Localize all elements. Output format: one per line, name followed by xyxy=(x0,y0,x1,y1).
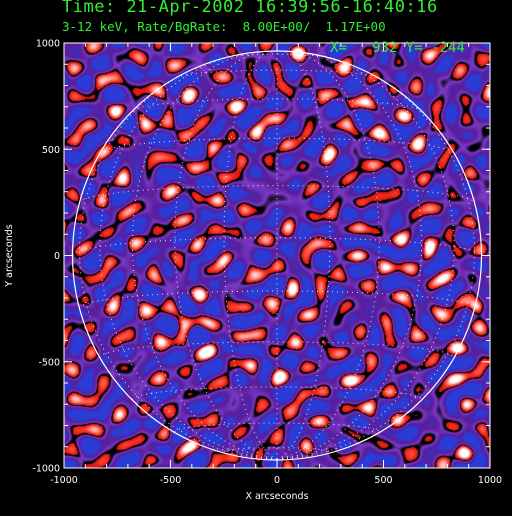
longitude-gridline xyxy=(174,50,278,460)
longitude-gridline xyxy=(276,51,423,460)
latitude-gridline xyxy=(79,185,475,203)
image-title: Time: 21-Apr-2002 16:39:56-16:40:16 xyxy=(62,0,438,17)
solar-limb-circle xyxy=(71,50,483,461)
longitude-gridline xyxy=(78,62,278,460)
x-axis-label: X arcseconds xyxy=(245,491,308,502)
longitude-gridline xyxy=(223,50,278,460)
longitude-gridline xyxy=(276,50,331,460)
latitude-gridline xyxy=(72,237,482,256)
cursor-coordinate-readout: X= 932 Y= -244 xyxy=(330,40,465,56)
y-tick-label: -1000 xyxy=(32,464,60,475)
x-tick-label: 1000 xyxy=(478,475,502,486)
latitude-gridline xyxy=(174,422,380,432)
x-tick-label: -1000 xyxy=(50,475,78,486)
energy-rate-subtitle: 3-12 keV, Rate/BgRate: 8.00E+00/ 1.17E+0… xyxy=(62,19,386,34)
latitude-gridline xyxy=(99,137,455,153)
x-tick-label: -500 xyxy=(160,475,182,486)
y-axis-label: Y arcseconds xyxy=(4,224,15,287)
plot-frame xyxy=(63,42,491,469)
y-tick-label: -500 xyxy=(38,357,60,368)
longitude-gridline xyxy=(99,52,278,460)
longitude-gridline xyxy=(276,62,476,460)
x-tick-label: 500 xyxy=(374,475,392,486)
y-tick-label: 1000 xyxy=(36,39,60,50)
y-tick-label: 0 xyxy=(54,251,60,262)
latitude-gridline xyxy=(99,341,455,358)
x-tick-label: 0 xyxy=(274,475,280,486)
longitude-gridline xyxy=(131,51,278,460)
longitude-gridline xyxy=(276,52,455,460)
longitude-gridline xyxy=(276,50,380,460)
y-tick-label: 500 xyxy=(42,145,60,156)
